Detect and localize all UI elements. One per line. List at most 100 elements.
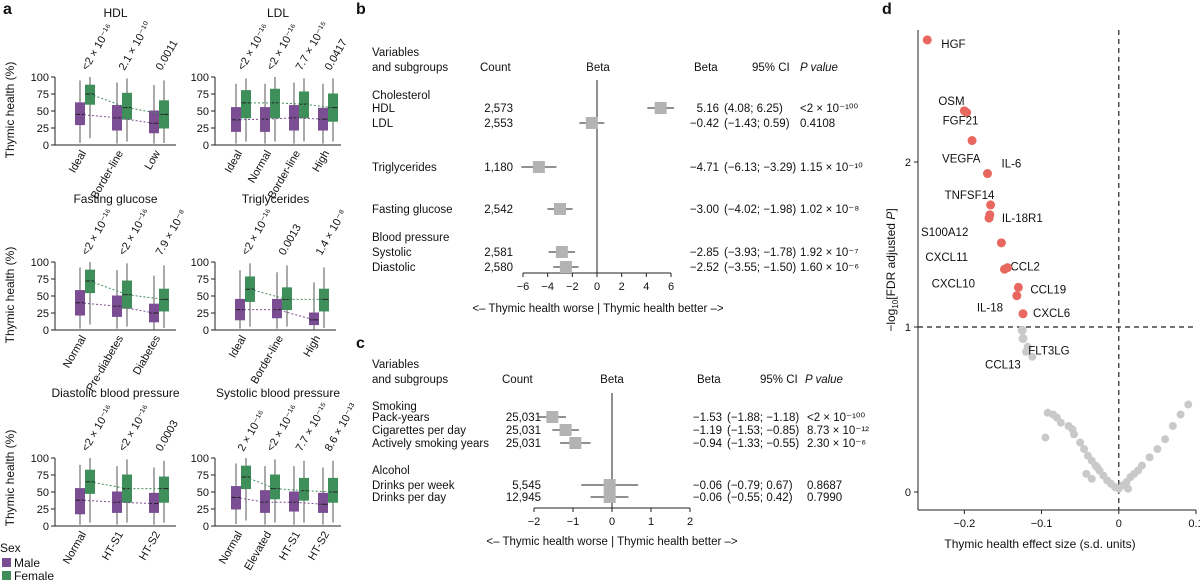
b-header-var: Variables (372, 47, 419, 59)
point-ns (1041, 433, 1050, 442)
row-ci: (−3.55; −1.50) (724, 262, 796, 274)
point-ns (1069, 430, 1078, 439)
x-tick-label: −2 (528, 516, 541, 528)
d-ylabel-rest: [FDR adjusted (884, 220, 898, 300)
x-tick-label: 0 (1116, 518, 1122, 530)
point-ns (1028, 352, 1037, 361)
row-pvalue: 1.92 × 10⁻⁷ (800, 247, 859, 259)
beta-square (559, 261, 572, 273)
y-tick-label: 0 (43, 521, 49, 533)
row-count: 5,545 (512, 480, 541, 492)
row-label: Fasting glucose (372, 204, 453, 216)
point-ns (1145, 453, 1154, 462)
c-header-count: Count (502, 374, 533, 386)
b-header-p: P value (800, 62, 838, 74)
legend-swatch-female (2, 571, 11, 580)
box-female (85, 84, 95, 105)
panel-a-ylabel-2: Thymic health (%) (3, 247, 17, 344)
row-ci: (−1.88; −1.18) (727, 412, 799, 424)
point-ns (1124, 484, 1133, 493)
boxplot-2: Fasting glucose 0 25 50 75 100 Normal <2 × 10⁻¹… (31, 192, 190, 394)
legend: Sex Male Female (0, 541, 54, 583)
panel-c-letter: c (356, 335, 365, 352)
panel-b-letter: b (356, 1, 366, 18)
y-tick-label: 50 (37, 291, 49, 303)
row-count: 25,031 (506, 412, 541, 424)
panel-a-boxplots: HDL 0 25 50 75 100 Ideal <2 × 10⁻¹⁶ Border-line 2… (31, 6, 360, 573)
row-count: 2,542 (484, 204, 513, 216)
median-trend (245, 476, 334, 493)
row-pvalue: <2 × 10⁻¹⁰⁰ (800, 103, 859, 115)
beta-square (559, 424, 572, 436)
beta-square (569, 437, 582, 449)
panel-a-ylabel-3: Thymic health (%) (3, 430, 17, 527)
y-tick-label: 50 (197, 487, 209, 499)
boxplot-5: Systolic blood pressure 0 25 50 75 100 Normal 2… (191, 386, 360, 573)
y-tick-label: 75 (37, 89, 49, 101)
d-xlabel: Thymic health effect size (s.d. units) (944, 537, 1135, 551)
row-count: 2,573 (484, 103, 513, 115)
pvalue-label: 2 × 10⁻¹⁶ (236, 409, 269, 454)
category-label: Border-line (249, 334, 286, 387)
row-beta: −3.00 (690, 204, 719, 216)
point-highlight (1013, 282, 1023, 292)
y-tick-label: 50 (37, 106, 49, 118)
x-tick-label: 0 (609, 516, 615, 528)
legend-title: Sex (0, 541, 21, 555)
point-ns (1087, 474, 1096, 483)
row-pvalue: 0.7990 (807, 492, 842, 504)
point-ns (1184, 400, 1193, 409)
point-label: IL-18R1 (1002, 213, 1043, 225)
point-ns (1176, 410, 1185, 419)
legend-label-female: Female (14, 569, 54, 582)
box-male (309, 312, 319, 326)
pvalue-label: <2 × 10⁻¹⁶ (80, 403, 116, 453)
group-header: Cholesterol (372, 90, 430, 102)
row-beta: −2.52 (690, 262, 719, 274)
x-tick-label: −0.2 (953, 518, 975, 530)
point-highlight (1003, 263, 1013, 273)
row-pvalue: 0.4108 (800, 118, 835, 130)
category-label: Low (143, 148, 164, 172)
x-tick-label: 2 (687, 516, 693, 528)
row-label: Diastolic (372, 262, 416, 274)
b-header-beta-plot: Beta (586, 62, 610, 74)
x-tick-label: 0.1 (1188, 518, 1200, 530)
row-label: Cigarettes per day (372, 425, 466, 437)
point-label: CXCL10 (932, 279, 975, 291)
category-label: High (301, 334, 323, 360)
d-ylabel-p: P (884, 212, 898, 220)
row-label: HDL (372, 103, 396, 115)
x-tick-label: −4 (541, 281, 554, 293)
box-female (241, 90, 251, 119)
boxplot-title: Systolic blood pressure (216, 386, 340, 400)
point-ns (1082, 469, 1091, 478)
row-ci: (−1.43; 0.59) (724, 118, 790, 130)
point-highlight (985, 210, 995, 220)
row-count: 25,031 (506, 425, 541, 437)
row-ci: (−6.13; −3.29) (724, 162, 796, 174)
box-male (149, 110, 159, 134)
pvalue-label: <2 × 10⁻¹⁶ (80, 22, 116, 72)
row-ci: (−1.53; −0.85) (727, 425, 799, 437)
y-tick-label: 25 (197, 308, 209, 320)
b-header-count: Count (480, 62, 511, 74)
point-highlight (1018, 334, 1028, 344)
legend-swatch-male (2, 558, 11, 567)
y-tick-label: 25 (197, 504, 209, 516)
x-tick-label: 1 (648, 516, 654, 528)
group-header: Blood pressure (372, 232, 449, 244)
box-female (159, 288, 169, 312)
pvalue-label: 0.0013 (277, 222, 304, 257)
y-tick-label: 50 (37, 487, 49, 499)
group-header: Alcohol (372, 465, 410, 477)
box-male (75, 488, 85, 515)
y-tick-label: 75 (37, 274, 49, 286)
x-tick-label: −2 (566, 281, 579, 293)
row-ci: (−0.55; 0.42) (727, 492, 793, 504)
box-male (75, 102, 85, 126)
c-header-ci: 95% CI (760, 374, 798, 386)
point-highlight (967, 136, 977, 146)
box-female (159, 476, 169, 503)
box-female (299, 477, 309, 501)
